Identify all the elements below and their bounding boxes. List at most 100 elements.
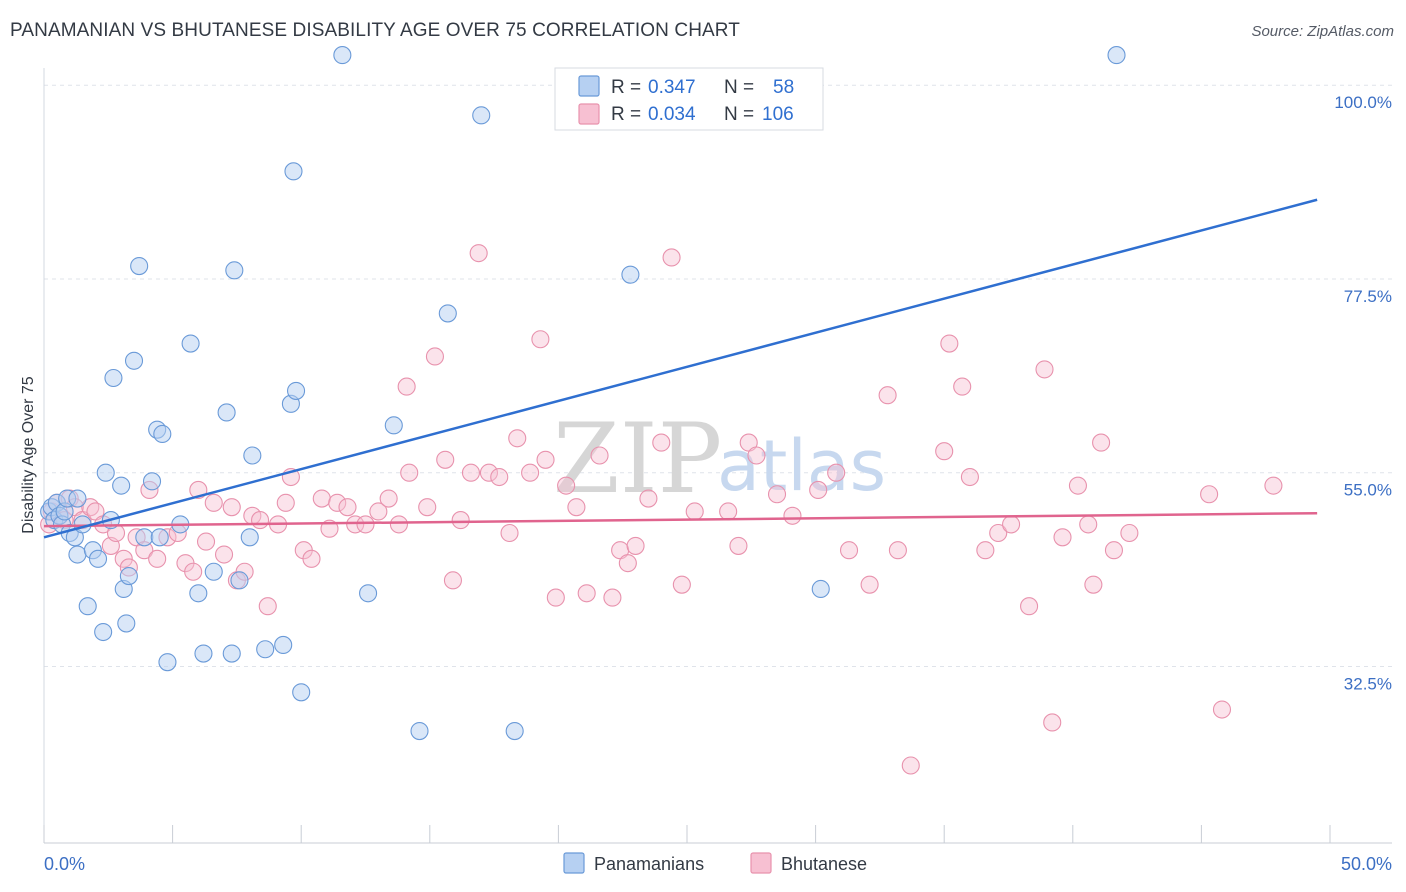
bhutanese-point (567, 498, 586, 517)
panamanian-point (194, 644, 213, 663)
bhutanese-point (531, 330, 550, 349)
bhutanese-point (546, 588, 565, 607)
bhutanese-point (369, 502, 388, 521)
bhutanese-point (809, 480, 828, 499)
bhutanese-point (976, 541, 995, 560)
bhutanese-point (577, 584, 596, 603)
legend-n-value-1: 106 (762, 104, 794, 125)
panamanian-point (222, 644, 241, 663)
bhutanese-point (639, 489, 658, 508)
bhutanese-point (451, 511, 470, 530)
bhutanese-point (672, 575, 691, 594)
panamanian-point (88, 549, 108, 568)
panamanian-point (68, 545, 87, 564)
top-legend-box (554, 67, 824, 131)
bottom-legend-swatch-panamanians (563, 852, 585, 874)
x-tick-label-min: 0.0% (44, 854, 85, 874)
panamanian-points (40, 46, 1126, 741)
bhutanese-point (603, 588, 622, 607)
bottom-legend-swatch-bhutanese (750, 852, 772, 874)
legend-n-label-0: N = (724, 77, 754, 98)
bhutanese-point (618, 554, 637, 573)
panamanian-point (204, 562, 223, 581)
bhutanese-point (500, 523, 519, 543)
bhutanese-point (747, 446, 766, 465)
legend-r-value-0: 0.347 (648, 77, 696, 98)
trend-lines (43, 198, 1318, 539)
bhutanese-point (425, 347, 444, 366)
bhutanese-point (626, 536, 645, 555)
bhutanese-point (490, 467, 509, 487)
bhutanese-point (662, 248, 681, 267)
bottom-legend-label-bhutanese: Bhutanese (781, 854, 867, 874)
bhutanese-point (204, 493, 223, 512)
chart-title: PANAMANIAN VS BHUTANESE DISABILITY AGE O… (10, 20, 740, 41)
bhutanese-point (250, 511, 270, 530)
panamanian-point (472, 106, 491, 125)
panamanian-point (117, 614, 136, 633)
bhutanese-point (1079, 515, 1098, 534)
panamanian-point (225, 261, 244, 280)
panamanian-point (96, 463, 115, 482)
panamanian-point (153, 424, 172, 444)
legend-swatch-bhutanese (578, 103, 600, 125)
bhutanese-point (1002, 515, 1021, 534)
bhutanese-point (590, 446, 609, 465)
bhutanese-point (148, 549, 167, 568)
bhutanese-point (827, 463, 846, 482)
bhutanese-point (953, 377, 972, 396)
panamanian-point (104, 368, 123, 388)
panamanian-point (811, 579, 830, 599)
panamanian-point (333, 46, 352, 65)
panamanian-point (621, 265, 640, 284)
bhutanese-point (400, 463, 419, 482)
watermark: ZIP atlas (553, 403, 886, 515)
axes (43, 68, 1392, 844)
bhutanese-point (1200, 485, 1219, 504)
panamanian-point (189, 584, 208, 603)
panamanian-point (181, 334, 200, 353)
bhutanese-point (989, 523, 1008, 543)
panamanian-point (119, 567, 138, 586)
panamanian-point (438, 304, 457, 323)
bottom-legend: Panamanians Bhutanese (563, 852, 867, 874)
bhutanese-point (536, 450, 555, 469)
bhutanese-point (346, 515, 365, 534)
bhutanese-point (1104, 541, 1124, 560)
bhutanese-point (860, 575, 879, 594)
bhutanese-point (767, 485, 787, 504)
top-legend: R = 0.347 N = 58 R = 0.034 N = 106 (554, 67, 824, 131)
bhutanese-point (338, 498, 357, 517)
panamanian-point (410, 722, 429, 741)
bhutanese-point (1053, 528, 1072, 547)
panamanian-point (68, 489, 87, 508)
bhutanese-point (1264, 476, 1283, 495)
bhutanese-point (557, 476, 576, 495)
panamanian-point (505, 722, 524, 741)
bhutanese-point (443, 571, 462, 590)
bhutanese-point (839, 541, 859, 560)
legend-n-label-1: N = (724, 104, 754, 125)
bhutanese-point (1035, 360, 1054, 379)
bhutanese-point (729, 536, 748, 555)
y-tick-labels: 32.5% 55.0% 77.5% 100.0% (1334, 93, 1392, 693)
legend-r-label-1: R = (611, 104, 641, 125)
panamanian-point (287, 381, 306, 400)
panamanian-point (240, 528, 259, 547)
bhutanese-point (436, 450, 455, 469)
panamanian-point (274, 635, 293, 654)
legend-n-value-0: 58 (773, 77, 794, 98)
bhutanese-point (214, 545, 234, 564)
bhutanese-point (1092, 433, 1111, 452)
panamanian-point (292, 683, 311, 702)
bhutanese-point (1084, 575, 1103, 594)
panamanian-point (158, 653, 177, 672)
bhutanese-point (469, 244, 488, 263)
bhutanese-point (479, 463, 499, 482)
bhutanese-point (1068, 476, 1087, 495)
bhutanese-point (196, 532, 216, 551)
bhutanese-point (328, 493, 347, 512)
panamanian-point (359, 584, 378, 603)
panamanian-point (130, 257, 149, 276)
